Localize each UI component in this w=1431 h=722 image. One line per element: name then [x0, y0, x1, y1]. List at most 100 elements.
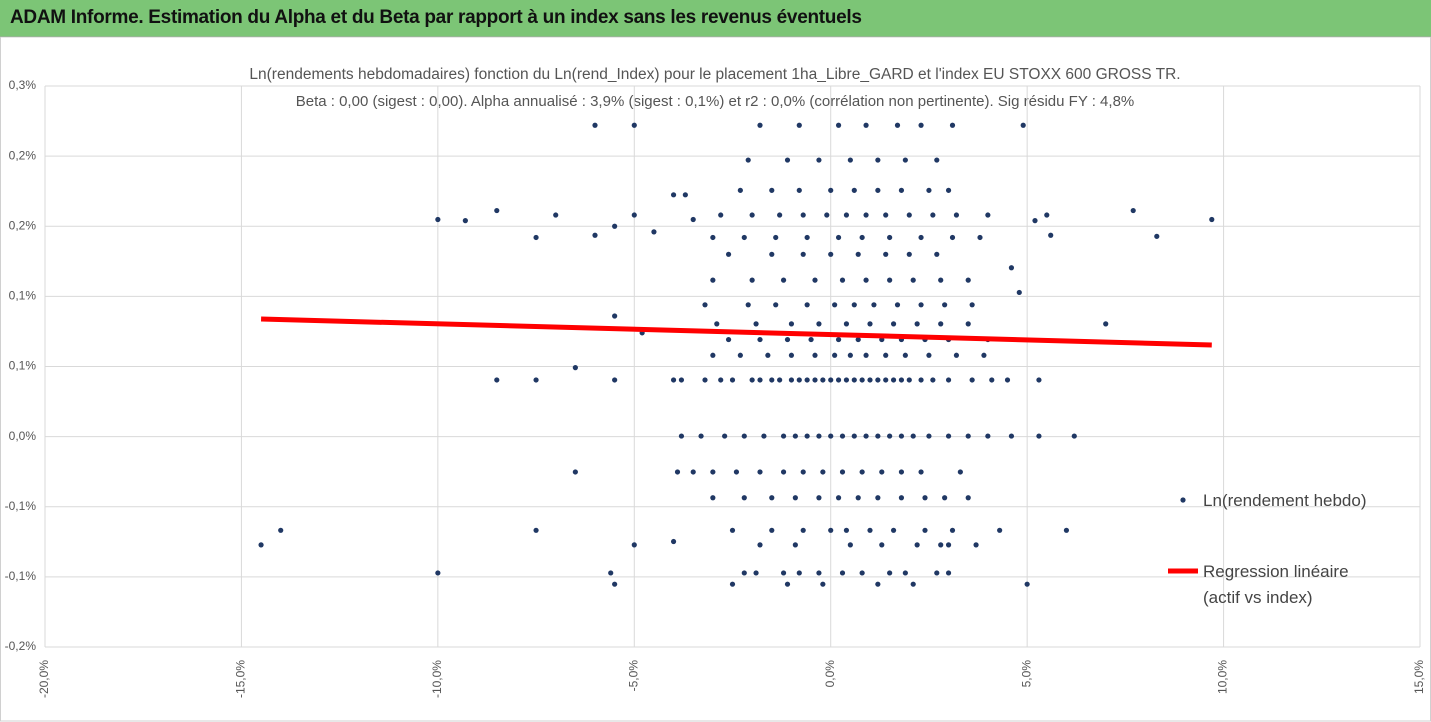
scatter-point: [965, 433, 971, 439]
scatter-point: [894, 122, 901, 128]
scatter-point: [843, 527, 850, 533]
scatter-point: [769, 527, 775, 533]
scatter-point: [875, 157, 881, 163]
scatter-point: [839, 469, 846, 475]
scatter-point: [784, 581, 791, 587]
scatter-point: [698, 433, 704, 439]
scatter-point: [670, 192, 677, 198]
scatter-point: [533, 234, 539, 241]
scatter-point: [859, 570, 865, 576]
scatter-point: [894, 302, 901, 308]
scatter-point: [800, 469, 806, 475]
scatter-point: [851, 377, 857, 383]
scatter-point: [533, 527, 539, 533]
scatter-point: [855, 251, 861, 257]
scatter-point: [863, 352, 869, 358]
scatter-point: [887, 433, 893, 439]
scatter-point: [973, 542, 979, 548]
scatter-point: [828, 527, 834, 533]
scatter-point: [828, 377, 834, 383]
scatter-point: [867, 527, 873, 533]
scatter-point: [879, 542, 885, 548]
scatter-point: [949, 122, 956, 128]
scatter-point: [1154, 233, 1160, 239]
scatter-point: [780, 570, 787, 576]
y-tick-label: -0,1%: [5, 499, 37, 513]
scatter-point: [910, 433, 916, 439]
scatter-point: [741, 495, 747, 501]
scatter-point: [1020, 122, 1026, 128]
scatter-point: [780, 469, 787, 475]
x-tick-label: 0,0%: [823, 660, 837, 688]
scatter-point: [934, 251, 940, 257]
scatter-point: [832, 352, 838, 358]
scatter-point: [914, 321, 920, 327]
scatter-point: [494, 377, 500, 383]
scatter-point: [780, 277, 787, 283]
scatter-point: [926, 433, 932, 439]
scatter-point: [835, 495, 842, 501]
scatter-point: [773, 234, 779, 241]
scatter-point: [883, 352, 889, 358]
scatter-point: [788, 352, 795, 358]
scatter-point: [875, 581, 881, 587]
scatter-point: [710, 469, 716, 475]
chart-frame: [0, 36, 1431, 722]
scatter-point: [733, 469, 740, 475]
scatter-point: [710, 495, 716, 501]
scatter-point: [278, 527, 284, 533]
scatter-point: [553, 212, 559, 218]
scatter-point: [910, 581, 916, 587]
y-tick-label: 0,1%: [9, 289, 37, 303]
scatter-point: [906, 251, 912, 257]
scatter-point: [757, 122, 763, 128]
scatter-point: [670, 538, 677, 545]
scatter-point: [725, 251, 732, 257]
legend-marker: [1180, 497, 1186, 503]
scatter-point: [824, 212, 830, 218]
scatter-point: [839, 277, 846, 283]
scatter-point: [918, 302, 924, 308]
scatter-point: [533, 377, 539, 383]
y-tick-label: 0,2%: [9, 148, 37, 162]
scatter-point: [631, 212, 637, 218]
scatter-point: [741, 570, 747, 576]
scatter-point: [690, 216, 696, 223]
scatter-point: [435, 216, 441, 223]
scatter-point: [769, 495, 775, 501]
scatter-point: [777, 377, 783, 383]
scatter-point: [859, 469, 865, 475]
scatter-point: [1130, 207, 1136, 214]
scatter-point: [953, 212, 960, 218]
scatter-point: [729, 377, 736, 383]
scatter-point: [749, 277, 755, 283]
scatter-point: [832, 302, 838, 308]
grid: [44, 85, 1421, 648]
scatter-point: [859, 234, 865, 241]
scatter-point: [934, 157, 940, 163]
scatter-point: [855, 495, 861, 501]
scatter-point: [816, 321, 822, 327]
scatter-point: [749, 377, 755, 383]
y-tick-label: 0,2%: [9, 218, 37, 232]
scatter-point: [906, 212, 912, 218]
scatter-point: [835, 122, 842, 128]
scatter-point: [945, 570, 952, 576]
scatter-point: [745, 302, 751, 308]
scatter-point: [918, 234, 924, 241]
scatter-point: [773, 302, 779, 308]
scatter-point: [918, 377, 924, 383]
x-tick-label: -15,0%: [234, 660, 248, 698]
scatter-point: [887, 570, 893, 576]
scatter-point: [977, 234, 983, 241]
scatter-point: [612, 377, 618, 383]
legend-dot: [1180, 497, 1186, 503]
scatter-point: [934, 570, 940, 576]
scatter-point: [875, 187, 881, 193]
scatter-point: [918, 469, 924, 475]
scatter-point: [1044, 212, 1050, 218]
scatter-point: [777, 212, 783, 218]
scatter-point: [745, 157, 751, 163]
scatter-point: [890, 527, 897, 533]
